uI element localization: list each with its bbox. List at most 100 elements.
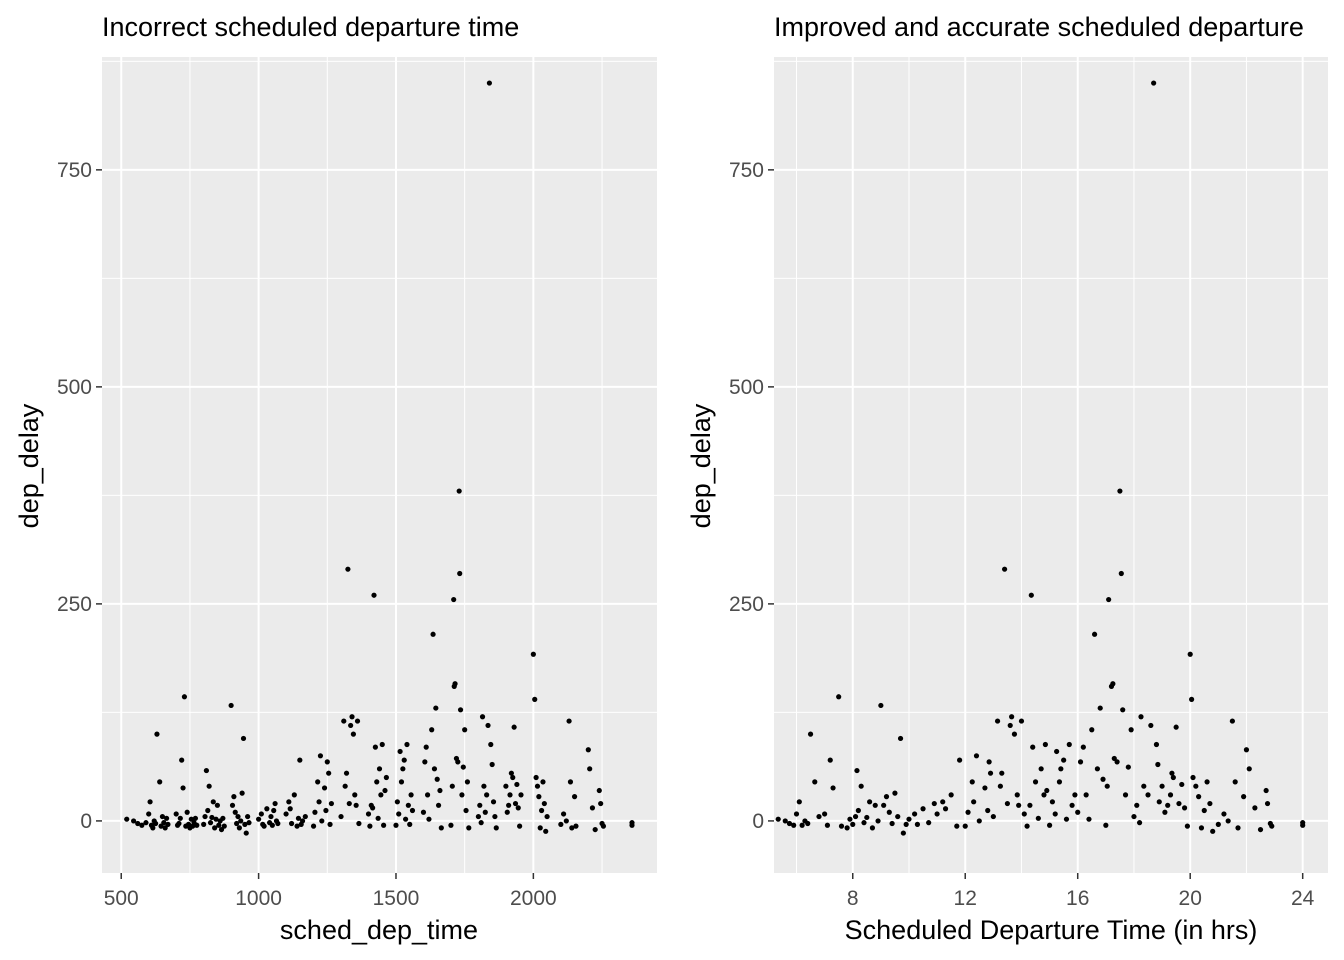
data-point — [926, 820, 932, 826]
data-point — [827, 757, 833, 763]
data-point — [490, 799, 497, 805]
data-point — [969, 779, 975, 785]
data-point — [1243, 747, 1250, 753]
data-point — [341, 718, 347, 724]
data-point — [243, 830, 249, 836]
data-point — [258, 811, 264, 817]
data-point — [370, 805, 376, 811]
data-point — [238, 818, 244, 824]
data-point — [294, 823, 300, 829]
data-point — [1069, 802, 1075, 808]
data-point — [934, 811, 940, 817]
data-point — [457, 707, 464, 713]
data-point — [518, 792, 524, 798]
data-point — [543, 828, 549, 834]
data-point — [328, 800, 335, 807]
data-point — [1167, 792, 1174, 798]
data-point — [1049, 799, 1056, 805]
data-point — [162, 825, 168, 831]
data-point — [1207, 800, 1213, 807]
data-point — [271, 807, 277, 814]
data-point — [1097, 705, 1103, 711]
data-point — [1136, 820, 1143, 826]
data-point — [1229, 718, 1235, 724]
data-point — [378, 792, 384, 798]
data-point — [892, 790, 898, 796]
x-tick-label: 1000 — [235, 887, 282, 910]
data-point — [316, 799, 322, 805]
data-point — [295, 815, 302, 821]
data-point — [973, 753, 980, 759]
data-point — [407, 821, 413, 827]
data-point — [460, 764, 466, 770]
data-point — [152, 820, 159, 827]
data-point — [883, 794, 890, 800]
data-point — [317, 753, 324, 759]
data-point — [479, 714, 486, 720]
data-point — [235, 813, 241, 820]
data-point — [207, 820, 214, 826]
data-point — [558, 821, 564, 827]
data-point — [275, 820, 281, 827]
data-point — [511, 724, 517, 730]
data-point — [985, 807, 991, 814]
data-point — [375, 815, 381, 821]
data-point — [463, 807, 469, 814]
data-point — [957, 757, 963, 763]
data-point — [791, 822, 797, 828]
data-point — [567, 779, 574, 785]
data-point — [349, 714, 355, 720]
data-point — [354, 718, 361, 724]
data-point — [994, 718, 1001, 724]
data-point — [931, 800, 937, 807]
data-point — [906, 816, 912, 822]
data-point — [434, 776, 440, 782]
data-point — [1235, 825, 1241, 831]
data-point — [1145, 792, 1151, 798]
data-point — [1204, 779, 1210, 785]
data-point — [393, 822, 399, 828]
data-point — [990, 813, 996, 820]
data-point — [858, 783, 864, 789]
data-point — [1173, 724, 1179, 730]
data-point — [1201, 807, 1207, 814]
data-point — [477, 802, 483, 808]
data-point — [965, 809, 971, 815]
data-point — [920, 806, 926, 812]
data-point — [433, 705, 439, 711]
data-point — [872, 802, 878, 808]
x-tick-label: 24 — [1291, 887, 1315, 910]
data-point — [824, 822, 831, 828]
data-point — [188, 816, 194, 822]
data-point — [573, 823, 579, 829]
data-point — [1030, 744, 1036, 750]
data-point — [1252, 805, 1258, 811]
data-point — [912, 811, 918, 817]
data-point — [1072, 792, 1078, 798]
data-point — [158, 823, 164, 829]
data-point — [1138, 714, 1144, 720]
data-point — [1094, 766, 1101, 772]
data-point — [512, 800, 519, 807]
data-point — [537, 825, 543, 831]
data-point — [231, 794, 237, 800]
data-point — [420, 809, 427, 815]
data-point — [1148, 722, 1154, 729]
data-point — [135, 820, 141, 827]
data-point — [1111, 755, 1117, 762]
data-point — [326, 770, 332, 776]
data-point — [1151, 80, 1157, 86]
y-tick-label: 250 — [57, 593, 92, 616]
y-tick-label: 750 — [57, 159, 92, 182]
data-point — [245, 813, 251, 820]
data-point — [371, 592, 377, 598]
data-point — [799, 822, 805, 828]
data-point — [1181, 805, 1188, 811]
data-point — [530, 651, 536, 657]
data-point — [431, 766, 438, 772]
left-y-axis-ticks: 0 250 500 750 — [57, 159, 102, 833]
data-point — [456, 488, 462, 494]
x-tick-label: 8 — [847, 887, 859, 910]
data-point — [1011, 731, 1018, 737]
data-point — [900, 830, 906, 836]
